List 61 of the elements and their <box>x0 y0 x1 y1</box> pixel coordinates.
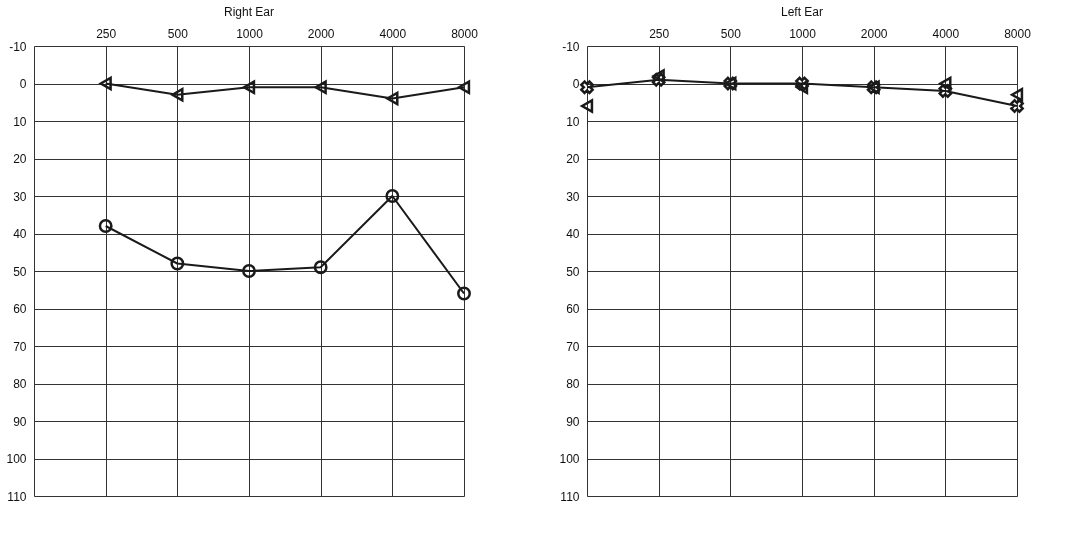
y-tick-label: 30 <box>566 189 580 204</box>
point <box>313 260 328 275</box>
point <box>457 286 471 301</box>
point <box>1010 87 1024 102</box>
x-tick-label: 8000 <box>1004 26 1032 41</box>
y-tick-label: 80 <box>566 377 580 391</box>
y-tick-label: 110 <box>7 489 27 504</box>
x-tick-label: 2000 <box>307 26 335 41</box>
y-tick-label: 80 <box>13 377 27 391</box>
y-tick-label: -10 <box>9 39 27 54</box>
y-tick-label: 0 <box>572 77 580 91</box>
x-tick-label: 250 <box>96 26 117 41</box>
y-tick-label: 10 <box>13 114 27 129</box>
y-tick-label: 50 <box>13 264 27 279</box>
point <box>170 256 185 271</box>
y-tick-label: 60 <box>13 302 27 316</box>
chart-title: Right Ear <box>223 5 275 19</box>
chart-title: Left Ear <box>780 5 824 19</box>
x-tick-label: 4000 <box>379 26 407 41</box>
y-tick-label: 20 <box>566 152 580 166</box>
x-tick-label: 1000 <box>789 26 817 41</box>
x-tick-label: 2000 <box>860 26 888 41</box>
x-tick-label: 500 <box>167 26 189 41</box>
y-tick-label: -10 <box>562 39 580 54</box>
point <box>651 72 666 87</box>
x-tick-label: 4000 <box>932 26 960 41</box>
point <box>1010 99 1024 113</box>
point <box>242 264 256 278</box>
x-tick-label: 250 <box>649 26 670 41</box>
point <box>99 76 112 91</box>
x-tick-label: 1000 <box>236 26 264 41</box>
y-tick-label: 30 <box>13 189 27 204</box>
y-tick-label: 20 <box>13 152 27 166</box>
point <box>938 84 953 98</box>
y-tick-label: 50 <box>566 264 580 279</box>
point <box>314 80 327 95</box>
y-tick-label: 40 <box>566 227 580 241</box>
y-tick-label: 40 <box>13 227 27 241</box>
point <box>171 87 184 102</box>
x-tick-label: 500 <box>720 26 742 41</box>
x-tick-label: 8000 <box>451 26 479 41</box>
point <box>98 219 113 233</box>
point <box>580 99 594 113</box>
y-tick-label: 90 <box>566 414 580 429</box>
y-tick-label: 100 <box>6 452 27 466</box>
y-tick-label: 90 <box>13 414 27 429</box>
y-tick-label: 60 <box>566 302 580 316</box>
y-tick-label: 100 <box>559 452 580 466</box>
point <box>386 91 399 106</box>
point <box>939 76 952 91</box>
point <box>385 189 400 203</box>
point <box>242 80 256 95</box>
point <box>457 80 471 95</box>
point <box>795 76 809 91</box>
y-tick-label: 110 <box>560 489 580 504</box>
y-tick-label: 70 <box>566 339 580 354</box>
y-tick-label: 0 <box>19 77 27 91</box>
point <box>580 80 594 95</box>
point <box>795 80 809 95</box>
y-tick-label: 70 <box>13 339 27 354</box>
y-tick-label: 10 <box>566 114 580 129</box>
